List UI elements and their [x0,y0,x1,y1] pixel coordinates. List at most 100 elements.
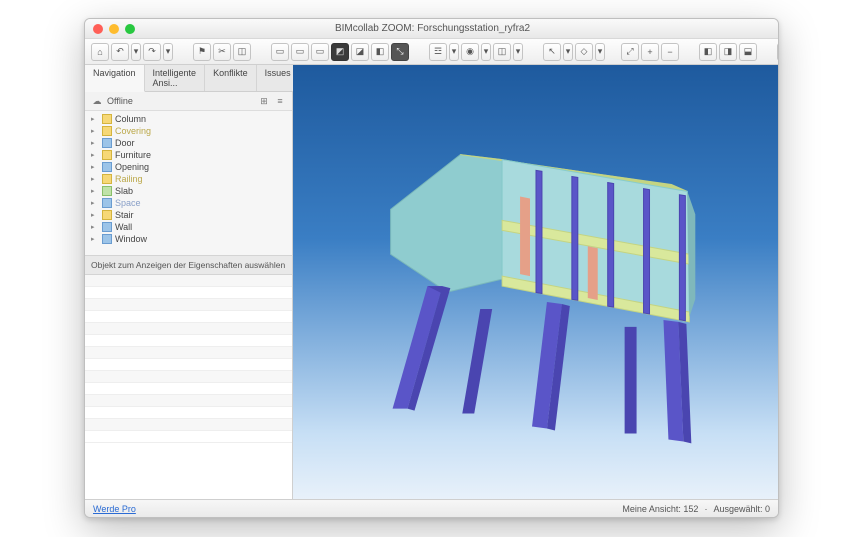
expand-icon[interactable]: ⊞ [258,95,270,107]
redo-icon[interactable]: ↷ [143,43,161,61]
zoom-in-icon[interactable]: + [641,43,659,61]
property-row [85,431,292,443]
measure-icon[interactable]: ⤡ [391,43,409,61]
tree-item-window[interactable]: ▸ Window [89,233,288,245]
menu-icon[interactable]: ≡ [274,95,286,107]
maximize-button[interactable] [125,24,135,34]
offline-header: ☁ Offline ⊞ ≡ [85,92,292,111]
property-row [85,371,292,383]
tree-item-slab[interactable]: ▸ Slab [89,185,288,197]
view-front-icon[interactable]: ▭ [271,43,289,61]
views-count: Meine Ansicht: 152 [622,504,698,514]
expand-icon[interactable]: ▸ [91,199,99,207]
panel-bottom-icon[interactable]: ⬓ [739,43,757,61]
tree-item-furniture[interactable]: ▸Furniture [89,149,288,161]
tree-item-column[interactable]: ▸ Column [89,113,288,125]
statusbar: Werde Pro Meine Ansicht: 152 · Ausgewähl… [85,499,778,517]
property-row [85,335,292,347]
view-3d-icon[interactable]: ◩ [331,43,349,61]
layers-icon-dropdown[interactable]: ▾ [449,43,459,61]
tool-a-icon[interactable]: ✎ [777,43,779,61]
viewport-3d[interactable] [293,65,778,499]
upgrade-link[interactable]: Werde Pro [93,504,136,514]
expand-icon[interactable]: ▸ [91,115,99,123]
zoom-out-icon[interactable]: − [661,43,679,61]
panel-left-icon[interactable]: ◧ [699,43,717,61]
properties-header: Objekt zum Anzeigen der Eigenschaften au… [85,255,292,275]
home-icon[interactable]: ⌂ [91,43,109,61]
filter-icon-dropdown[interactable]: ▾ [595,43,605,61]
redo-icon-dropdown[interactable]: ▾ [163,43,173,61]
traffic-lights [93,24,135,34]
visibility-icon[interactable]: ◉ [461,43,479,61]
tree-label: Door [115,138,135,148]
tree-label: Space [115,198,141,208]
category-icon [102,210,112,220]
window-title: BIMcollab ZOOM: Forschungsstation_ryfra2 [141,23,724,34]
category-icon [102,186,112,196]
tree-item-stair[interactable]: ▸ Stair [89,209,288,221]
select-icon[interactable]: ↖ [543,43,561,61]
sidebar: NavigationIntelligente Ansi...KonflikteI… [85,65,293,499]
property-row [85,275,292,287]
expand-icon[interactable]: ▸ [91,211,99,219]
tree-item-opening[interactable]: ▸Opening [89,161,288,173]
crop-icon[interactable]: ◫ [233,43,251,61]
tree-label: Column [115,114,146,124]
zoom-fit-icon[interactable]: ⤢ [621,43,639,61]
category-icon [102,138,112,148]
property-row [85,383,292,395]
select-icon-dropdown[interactable]: ▾ [563,43,573,61]
expand-icon[interactable]: ▸ [91,187,99,195]
tree-item-wall[interactable]: ▸ Wall [89,221,288,233]
tree-item-space[interactable]: ▸ Space [89,197,288,209]
selected-count: Ausgewählt: 0 [713,504,770,514]
tree-label: Stair [115,210,134,220]
model-3d [293,65,778,499]
view-side-icon[interactable]: ▭ [291,43,309,61]
filter-icon[interactable]: ◇ [575,43,593,61]
tree-item-covering[interactable]: ▸ Covering [89,125,288,137]
expand-icon[interactable]: ▸ [91,175,99,183]
tree-label: Wall [115,222,132,232]
tab-intelligente-ansi-[interactable]: Intelligente Ansi... [145,65,206,91]
expand-icon[interactable]: ▸ [91,127,99,135]
titlebar: BIMcollab ZOOM: Forschungsstation_ryfra2 [85,19,778,39]
panel-right-icon[interactable]: ◨ [719,43,737,61]
property-row [85,395,292,407]
visibility-icon-dropdown[interactable]: ▾ [481,43,491,61]
tree-item-door[interactable]: ▸ Door [89,137,288,149]
category-icon [102,150,112,160]
toolbar: ⌂↶▾↷▾⚑✂◫▭▭▭◩◪◧⤡☲▾◉▾◫▾↖▾◇▾⤢+−◧◨⬓✎⎘⇅☰ [85,39,778,65]
tab-navigation[interactable]: Navigation [85,65,145,92]
tab-konflikte[interactable]: Konflikte [205,65,257,91]
section-icon-dropdown[interactable]: ▾ [513,43,523,61]
property-row [85,419,292,431]
tree-label: Slab [115,186,133,196]
view-top-icon[interactable]: ▭ [311,43,329,61]
tree-label: Railing [115,174,143,184]
tree-item-railing[interactable]: ▸ Railing [89,173,288,185]
properties-grid [85,275,292,499]
property-row [85,359,292,371]
undo-icon-dropdown[interactable]: ▾ [131,43,141,61]
minimize-button[interactable] [109,24,119,34]
view-ortho-icon[interactable]: ◧ [371,43,389,61]
property-row [85,299,292,311]
alert-icon[interactable]: ⚑ [193,43,211,61]
clip-icon[interactable]: ✂ [213,43,231,61]
tree-label: Covering [115,126,151,136]
category-icon [102,174,112,184]
property-row [85,311,292,323]
expand-icon[interactable]: ▸ [91,151,99,159]
expand-icon[interactable]: ▸ [91,163,99,171]
layers-icon[interactable]: ☲ [429,43,447,61]
close-button[interactable] [93,24,103,34]
expand-icon[interactable]: ▸ [91,223,99,231]
expand-icon[interactable]: ▸ [91,235,99,243]
view-persp-icon[interactable]: ◪ [351,43,369,61]
undo-icon[interactable]: ↶ [111,43,129,61]
expand-icon[interactable]: ▸ [91,139,99,147]
tree-label: Window [115,234,147,244]
section-icon[interactable]: ◫ [493,43,511,61]
